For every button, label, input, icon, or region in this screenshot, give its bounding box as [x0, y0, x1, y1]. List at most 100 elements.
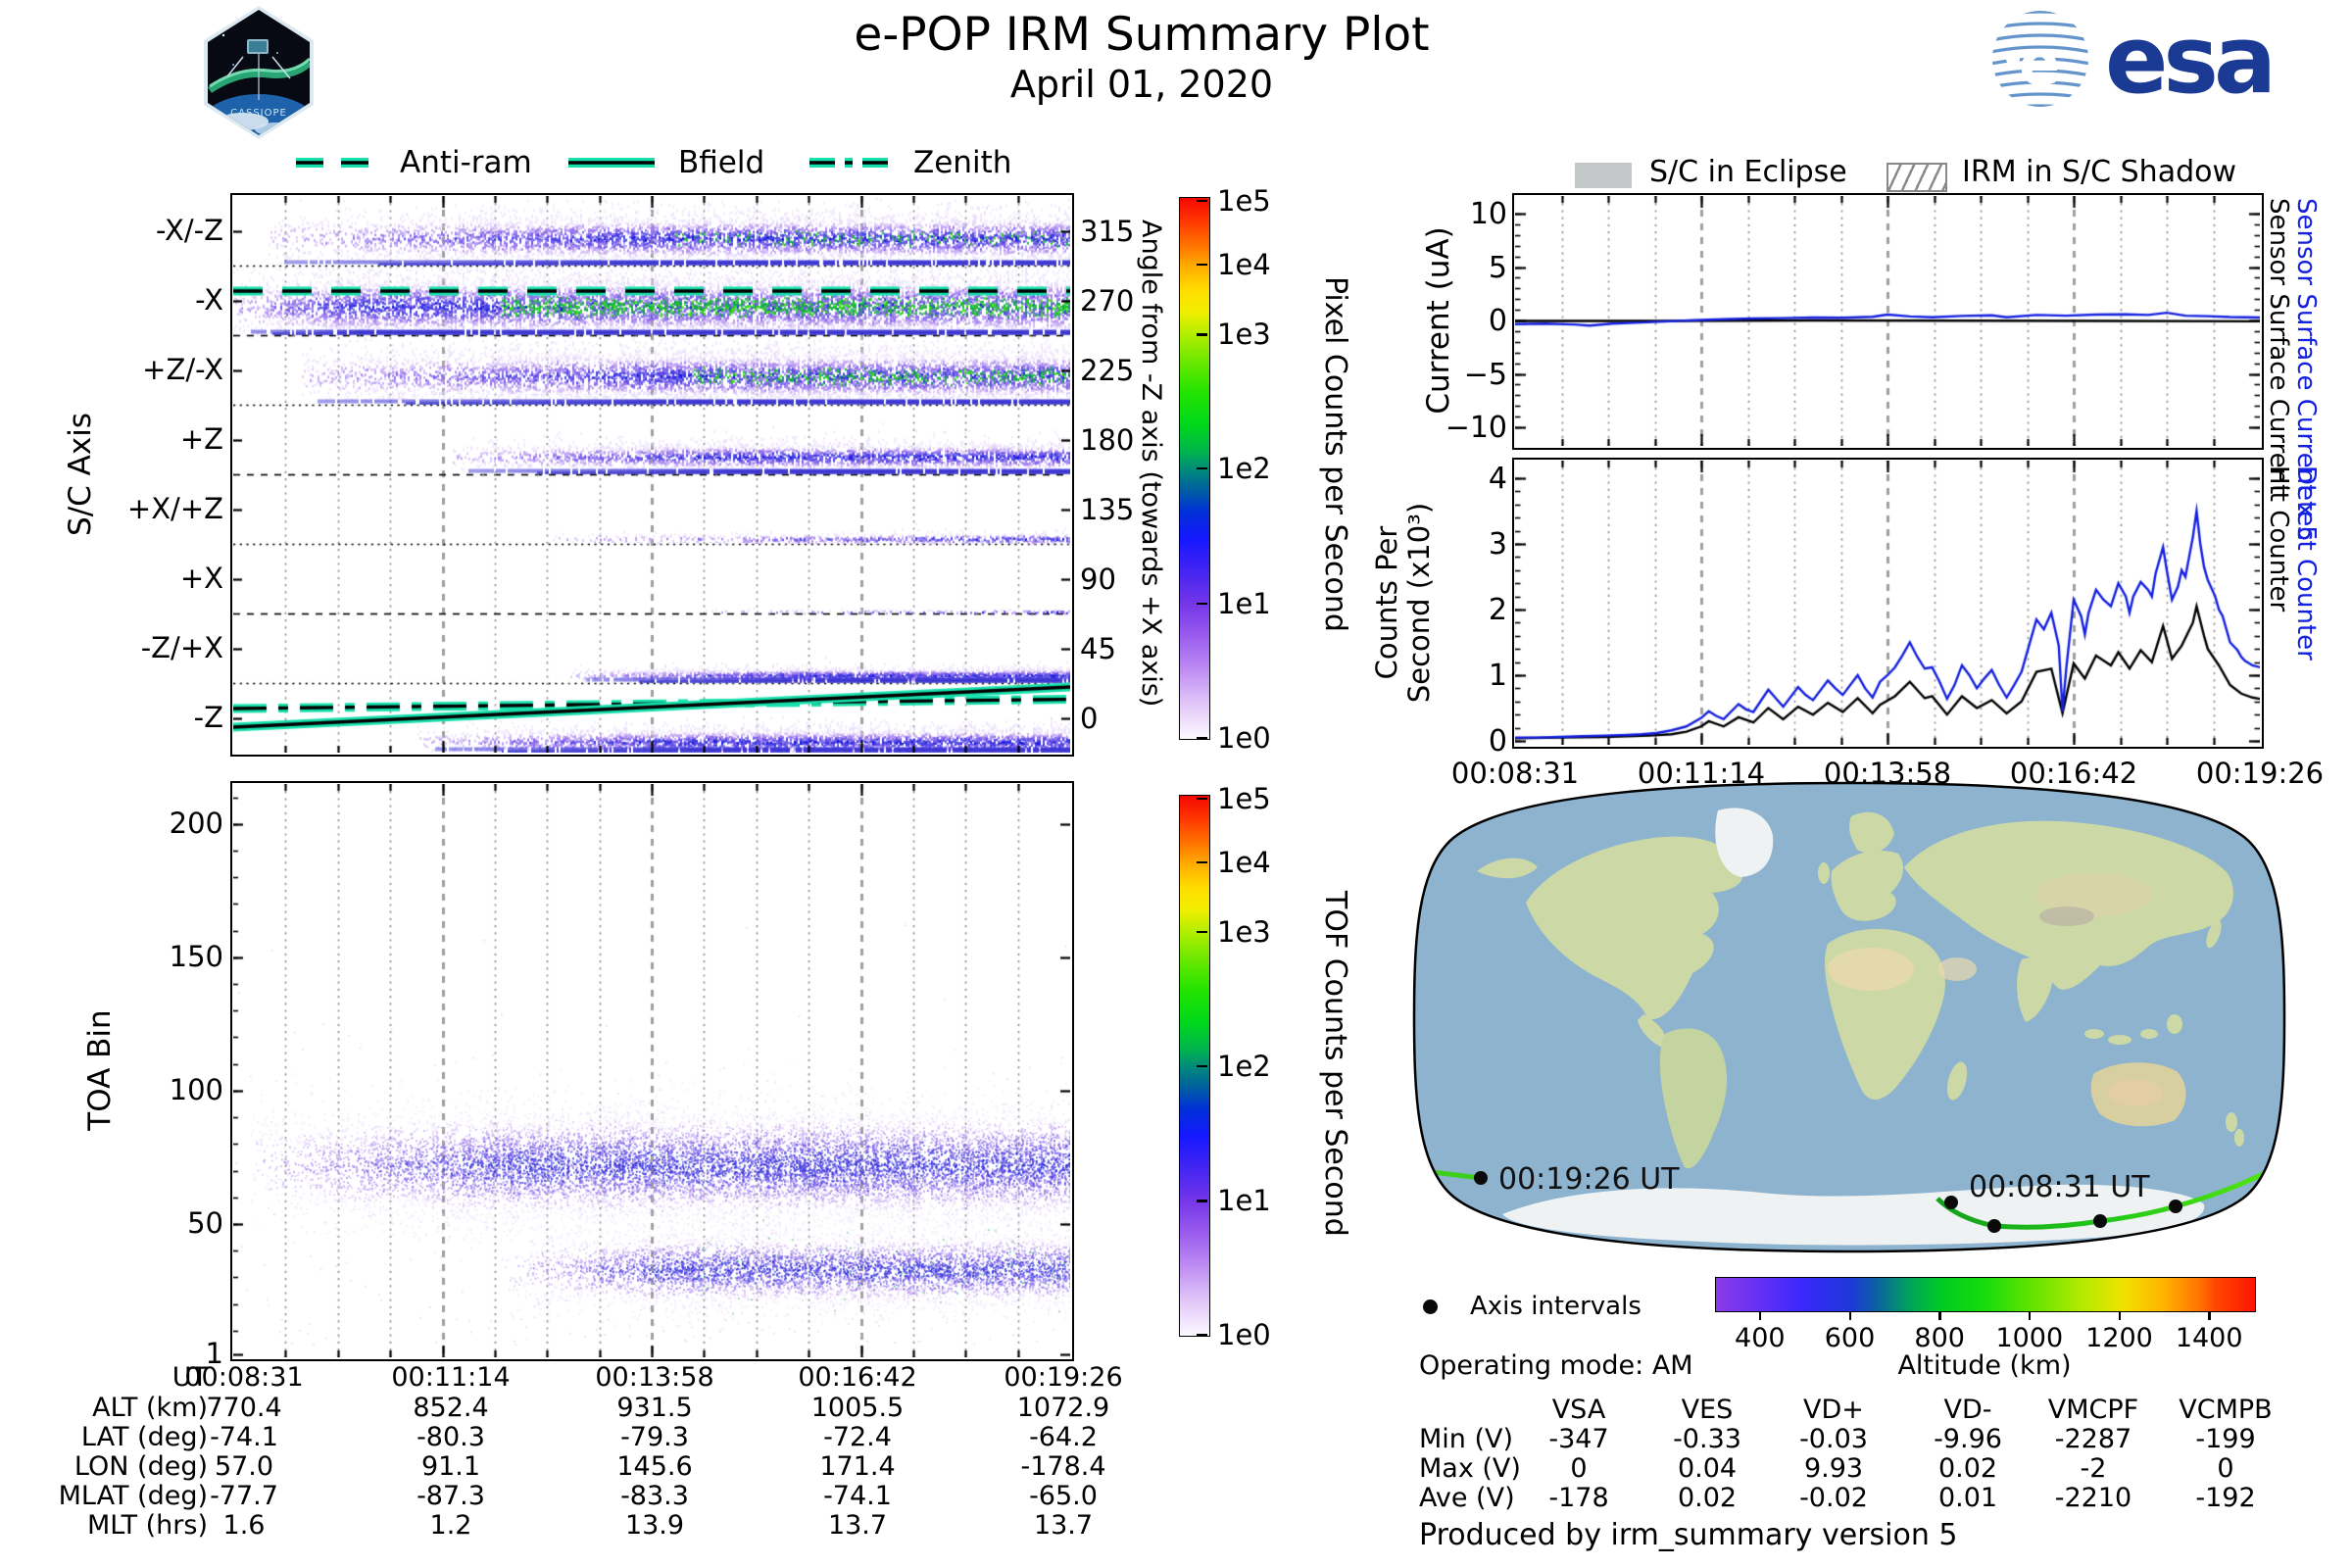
colorbar-ticklabel-1e3: 1e3 [1217, 318, 1271, 352]
map-japan [2206, 919, 2222, 949]
counts-ytick: 0 [1488, 724, 1507, 759]
alt-ticklabel-1400: 1400 [2175, 1323, 2243, 1353]
volt-cell: 0.02 [1937, 1453, 1998, 1484]
patch-art [208, 25, 310, 135]
toa-ytick-150: 150 [169, 939, 223, 973]
colorbar-ticklabel-1e0: 1e0 [1217, 721, 1271, 755]
legend-swatch-eclipse [1575, 163, 1632, 188]
map-central-america [1638, 1014, 1666, 1048]
volt-cell: -9.96 [1934, 1424, 2002, 1454]
axis-intervals-dot-icon [1423, 1299, 1438, 1314]
alt-tickmark [2208, 1311, 2211, 1320]
alt-ticklabel-800: 800 [1914, 1323, 1965, 1353]
alt-tickmark [1848, 1311, 1851, 1320]
colorbar-ticklabel-1e4: 1e4 [1217, 845, 1271, 879]
current-right-label-black: Sensor Surface Current [2264, 198, 2293, 495]
toa-ytick-100: 100 [169, 1072, 223, 1106]
ephem-cell: -178.4 [1020, 1451, 1106, 1482]
current-ytick: 10 [1469, 197, 1507, 231]
counts-ytick: 1 [1488, 659, 1507, 693]
legend-label-anti-ram: Anti-ram [400, 145, 532, 180]
colorbar-tickmark [1197, 603, 1207, 606]
map-south-america [1659, 1028, 1728, 1169]
ephem-cell: 1072.9 [1016, 1393, 1110, 1423]
track-dot-1358 [2093, 1214, 2107, 1228]
ephem-cell: 00:11:14 [391, 1362, 511, 1393]
legend-sample-dashed-icon [296, 158, 382, 168]
volt-cell: -2210 [2054, 1483, 2132, 1513]
ephem-cell: -83.3 [620, 1481, 689, 1511]
track-label-start: 00:08:31 UT [1969, 1170, 2150, 1204]
current-ytick: 5 [1488, 250, 1507, 285]
colorbar-ticklabel-1e5: 1e5 [1217, 781, 1271, 815]
ephem-cell: 1.2 [429, 1510, 472, 1541]
track-dot-1926 [1474, 1171, 1488, 1185]
current-ytick: 0 [1488, 304, 1507, 338]
band-label-+Z: +Z [179, 421, 223, 456]
ephem-cell: -64.2 [1029, 1422, 1098, 1452]
volt-cell: 0.04 [1677, 1453, 1738, 1484]
operating-mode: Operating mode: AM [1419, 1350, 1693, 1381]
alt-tickmark [1938, 1311, 1941, 1320]
ephem-cell: 00:16:42 [798, 1362, 917, 1393]
volt-cell: -347 [1548, 1424, 1609, 1454]
counts-right-label-blue: Detect Counter [2291, 466, 2321, 661]
counts-ytick: 3 [1488, 527, 1507, 562]
ephem-cell: 13.9 [624, 1510, 685, 1541]
ephem-cell: -80.3 [416, 1422, 485, 1452]
map-border [1412, 781, 2286, 1253]
current-ytick: −10 [1445, 411, 1507, 445]
colorbar-tickmark [1197, 797, 1207, 801]
angle-tick-135: 135 [1080, 492, 1135, 526]
counts-xtick-00:11:14: 00:11:14 [1637, 757, 1766, 790]
band-label--X: -X [195, 282, 223, 317]
ephem-rowlabel-UT: UT [172, 1362, 208, 1393]
legend-swatch-shadow-icon [1886, 163, 1947, 192]
ephem-rowlabel-ALT (km): ALT (km) [92, 1393, 208, 1423]
volt-cell: -0.02 [1799, 1483, 1868, 1513]
map-british-isles [1818, 862, 1830, 884]
colorbar-ticklabel-1e5: 1e5 [1217, 183, 1271, 218]
tof-colorbar-label: TOF Counts per Second [1318, 891, 1352, 1237]
colorbar-tickmark [1197, 1064, 1207, 1067]
ephem-cell: 145.6 [616, 1451, 693, 1482]
legend-sample-dashdot-icon [809, 158, 896, 168]
map-madagascar [1946, 1061, 1968, 1101]
volt-cell: -0.33 [1673, 1424, 1741, 1454]
colorbar-ticklabel-1e0: 1e0 [1217, 1318, 1271, 1351]
map-greenland [1715, 808, 1774, 877]
toa-ylabel: TOA Bin [82, 1009, 118, 1131]
ephem-cell: 13.7 [1033, 1510, 1094, 1541]
alt-ticklabel-400: 400 [1735, 1323, 1786, 1353]
colorbar-tickmark [1197, 737, 1207, 740]
toa-plot [233, 784, 1070, 1357]
track-dot-0831 [1944, 1196, 1958, 1209]
volt-header-VSA: VSA [1551, 1395, 1606, 1425]
counts-ytick: 4 [1488, 462, 1507, 496]
ephem-cell: 57.0 [214, 1451, 274, 1482]
alt-tickmark [2118, 1311, 2121, 1320]
legend-label-shadow: IRM in S/C Shadow [1962, 155, 2237, 189]
ephem-cell: 00:13:58 [595, 1362, 714, 1393]
ephem-cell: -72.4 [823, 1422, 892, 1452]
ground-track-map: 00:19:26 UT 00:08:31 UT [1412, 781, 2286, 1253]
angle-tick-225: 225 [1080, 353, 1135, 387]
ephem-cell: -65.0 [1029, 1481, 1098, 1511]
volt-header-VD-: VD- [1943, 1395, 1992, 1425]
spectrogram-plot [233, 196, 1070, 753]
esa-globe-icon: e [1992, 11, 2088, 107]
volt-header-VES: VES [1681, 1395, 1734, 1425]
map-europe [1831, 850, 1904, 921]
toa-ytick-1: 1 [205, 1337, 223, 1371]
altitude-colorbar-label: Altitude (km) [1897, 1350, 2072, 1381]
counts-xtick-00:08:31: 00:08:31 [1450, 757, 1580, 790]
map-antarctica [1502, 1184, 2205, 1246]
map-north-america [1526, 836, 1743, 1020]
volt-cell: 9.93 [1803, 1453, 1864, 1484]
colorbar-tickmark [1197, 467, 1207, 470]
band-label-+X/+Z: +X/+Z [126, 491, 223, 525]
volt-rowlabel-Min (V): Min (V) [1419, 1424, 1514, 1454]
colorbar-tickmark [1197, 333, 1207, 336]
angle-tick-270: 270 [1080, 283, 1135, 318]
